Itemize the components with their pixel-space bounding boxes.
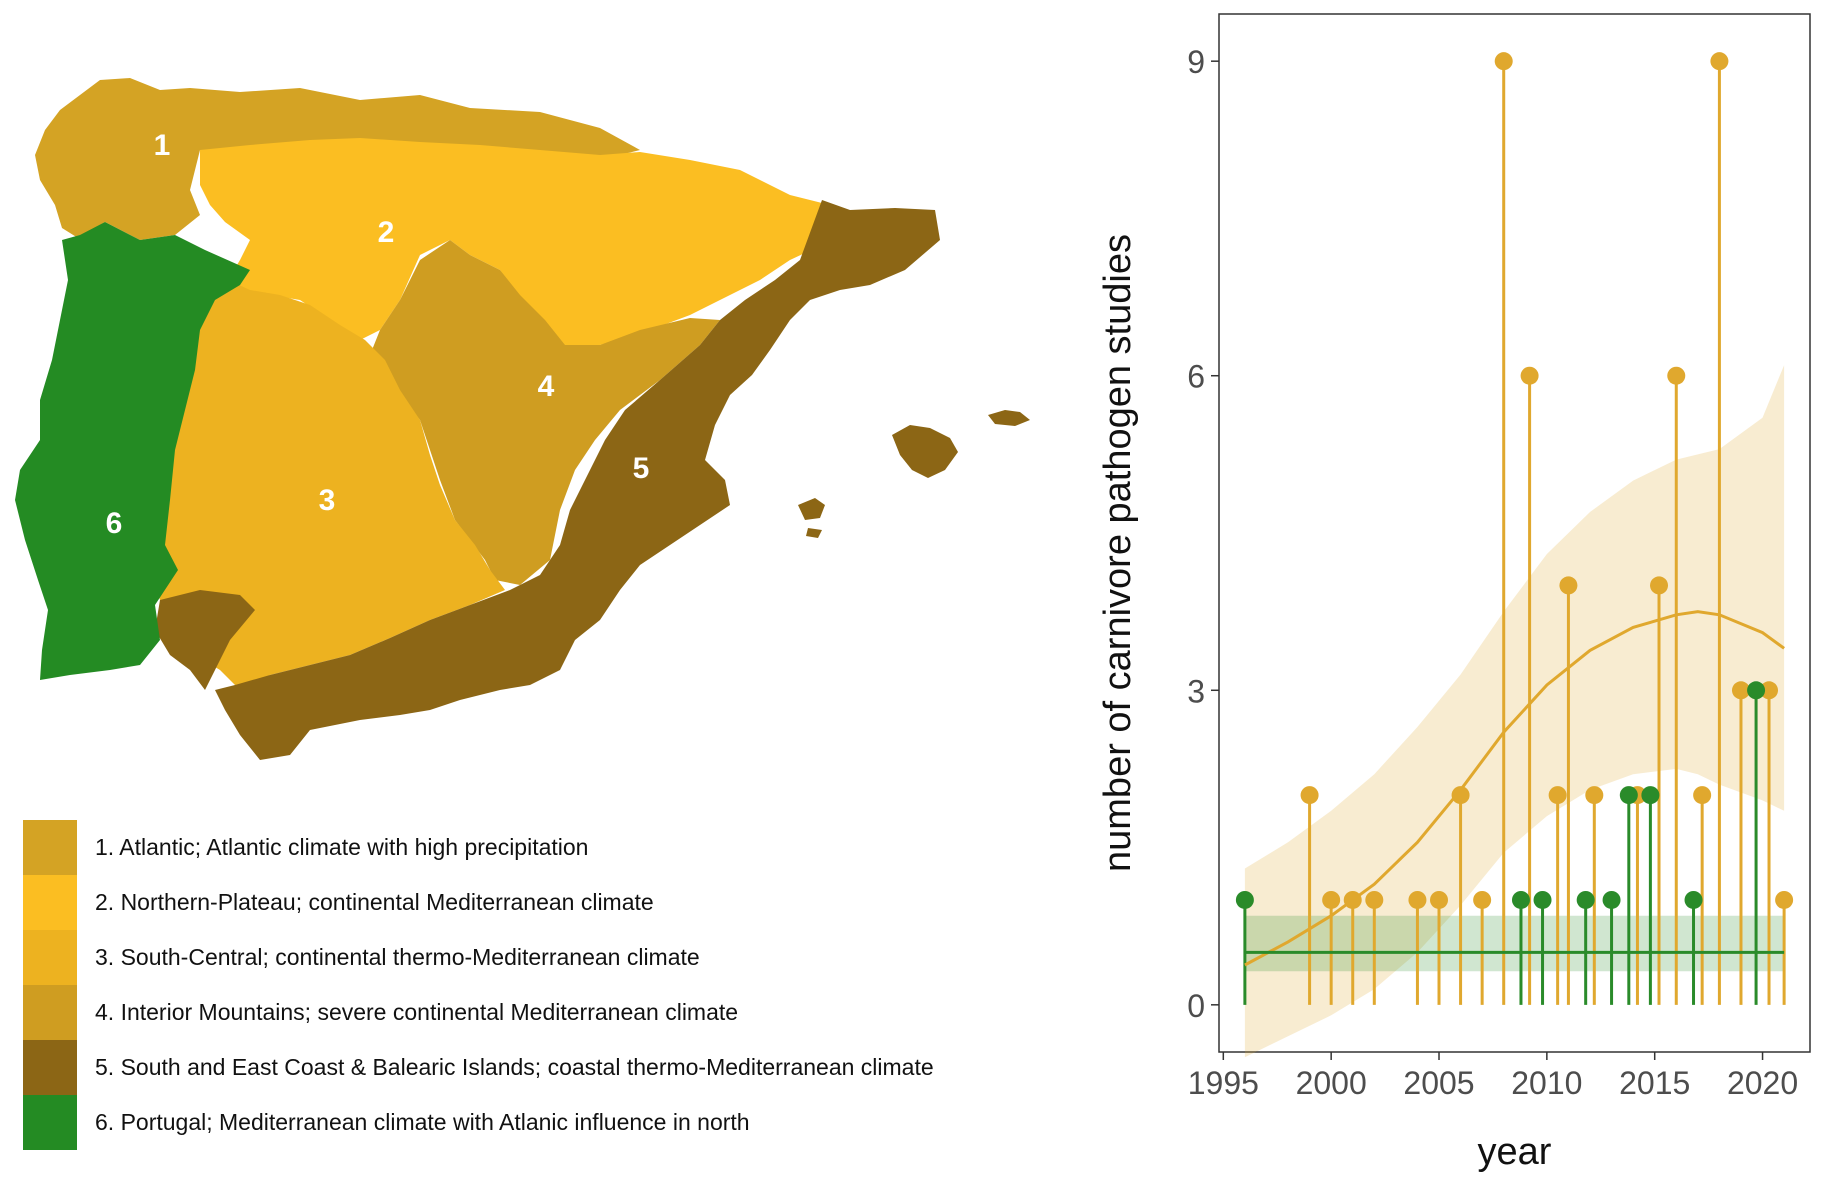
lollipop-point-spain [1408,890,1427,909]
lollipop-point-portugal [1641,786,1660,805]
legend-label: 6. Portugal; Mediterranean climate with … [95,1109,750,1135]
region-2-label: 2 [378,216,395,249]
plot-panel [1218,13,1811,1053]
x-tick-label: 2010 [1511,1065,1582,1101]
lollipop-point-spain [1760,681,1779,700]
region-2-northern-plateau [200,138,830,350]
region-5-label: 5 [633,452,650,485]
ci-ribbon-spain [1244,365,1785,1058]
lollipop-point-spain [1365,890,1384,909]
lollipop-point-portugal [1576,890,1595,909]
region-1-label: 1 [154,129,171,162]
lollipop-point-spain [1693,786,1712,805]
lollipop-point-spain [1710,52,1729,71]
trend-line-spain [1244,610,1785,967]
legend-swatch [23,1040,77,1095]
x-tick-label: 2015 [1619,1065,1690,1101]
lollipop-point-portugal [1533,890,1552,909]
y-tick-label: 0 [1187,988,1205,1024]
legend-label: 4. Interior Mountains; severe continenta… [95,999,739,1025]
region-1-atlantic [35,78,640,240]
region-3-south-central [150,280,505,690]
lollipop-point-portugal [1511,890,1530,909]
lollipop-point-spain [1430,890,1449,909]
lollipop-point-spain [1473,890,1492,909]
legend-label: 5. South and East Coast & Balearic Islan… [95,1054,934,1080]
ci-ribbon-portugal [1244,915,1785,972]
legend-item: 6. Portugal; Mediterranean climate with … [23,1095,1063,1150]
map-canvas: 1 2 3 4 5 6 [15,78,1030,760]
lollipop-point-spain [1451,786,1470,805]
legend-item: 3. South-Central; continental thermo-Med… [23,930,1063,985]
legend-item: 5. South and East Coast & Balearic Islan… [23,1040,1063,1095]
lollipop-point-spain [1520,366,1539,385]
y-tick-label: 3 [1187,673,1205,709]
island-mallorca [892,425,958,478]
region-3-label: 3 [319,484,336,517]
x-tick-label: 1995 [1188,1065,1259,1101]
region-4-label: 4 [538,370,555,403]
region-4-interior-mountains [360,240,720,585]
iberian-climate-map: 1 2 3 4 5 6 1. Atlantic; Atlantic climat… [15,78,1063,1150]
lollipop-point-spain [1775,890,1794,909]
lollipop-point-portugal [1602,890,1621,909]
lollipop-point-spain [1667,366,1686,385]
x-tick-label: 2020 [1727,1065,1798,1101]
y-tick-label: 6 [1187,359,1205,395]
lollipop-point-portugal [1235,890,1254,909]
legend-swatch [23,820,77,875]
lollipop-point-spain [1548,786,1567,805]
chart-plot: 0 3 6 9 1995 2000 2005 2010 2015 2020 year number o… [1097,13,1811,1173]
y-tick-label: 9 [1187,44,1205,80]
lollipop-point-spain [1343,890,1362,909]
lollipop-point-portugal [1684,890,1703,909]
legend-label: 3. South-Central; continental thermo-Med… [95,944,700,970]
lollipop-point-spain [1322,890,1341,909]
legend-item: 1. Atlantic; Atlantic climate with high … [23,820,1063,875]
lollipop-point-spain [1628,786,1647,805]
region-5-cadiz-fragment [155,590,255,690]
legend-swatch [23,930,77,985]
legend-item: 2. Northern-Plateau; continental Mediter… [23,875,1063,930]
map-legend: 1. Atlantic; Atlantic climate with high … [23,820,1063,1150]
region-6-label: 6 [106,507,123,540]
lollipop-point-spain [1585,786,1604,805]
x-tick-label: 2000 [1296,1065,1367,1101]
legend-item: 4. Interior Mountains; severe continenta… [23,985,1063,1040]
legend-swatch [23,985,77,1040]
lollipop-point-spain [1300,786,1319,805]
region-5-south-east-coast [215,200,940,760]
island-ibiza [798,498,825,520]
lollipop-point-portugal [1747,681,1766,700]
lollipop-point-spain [1494,52,1513,71]
region-6-portugal [15,222,250,680]
x-tick-label: 2005 [1403,1065,1474,1101]
y-axis-title: number of carnivore pathogen studies [1097,234,1139,872]
lollipop-point-spain [1650,576,1669,595]
island-formentera [806,528,822,538]
legend-label: 1. Atlantic; Atlantic climate with high … [95,834,589,860]
legend-swatch [23,1095,77,1150]
legend-label: 2. Northern-Plateau; continental Mediter… [95,889,654,915]
lollipop-point-spain [1559,576,1578,595]
lollipop-point-portugal [1619,786,1638,805]
island-menorca [988,410,1030,426]
lollipop-point-spain [1731,681,1750,700]
x-axis-title: year [1478,1131,1552,1173]
legend-swatch [23,875,77,930]
